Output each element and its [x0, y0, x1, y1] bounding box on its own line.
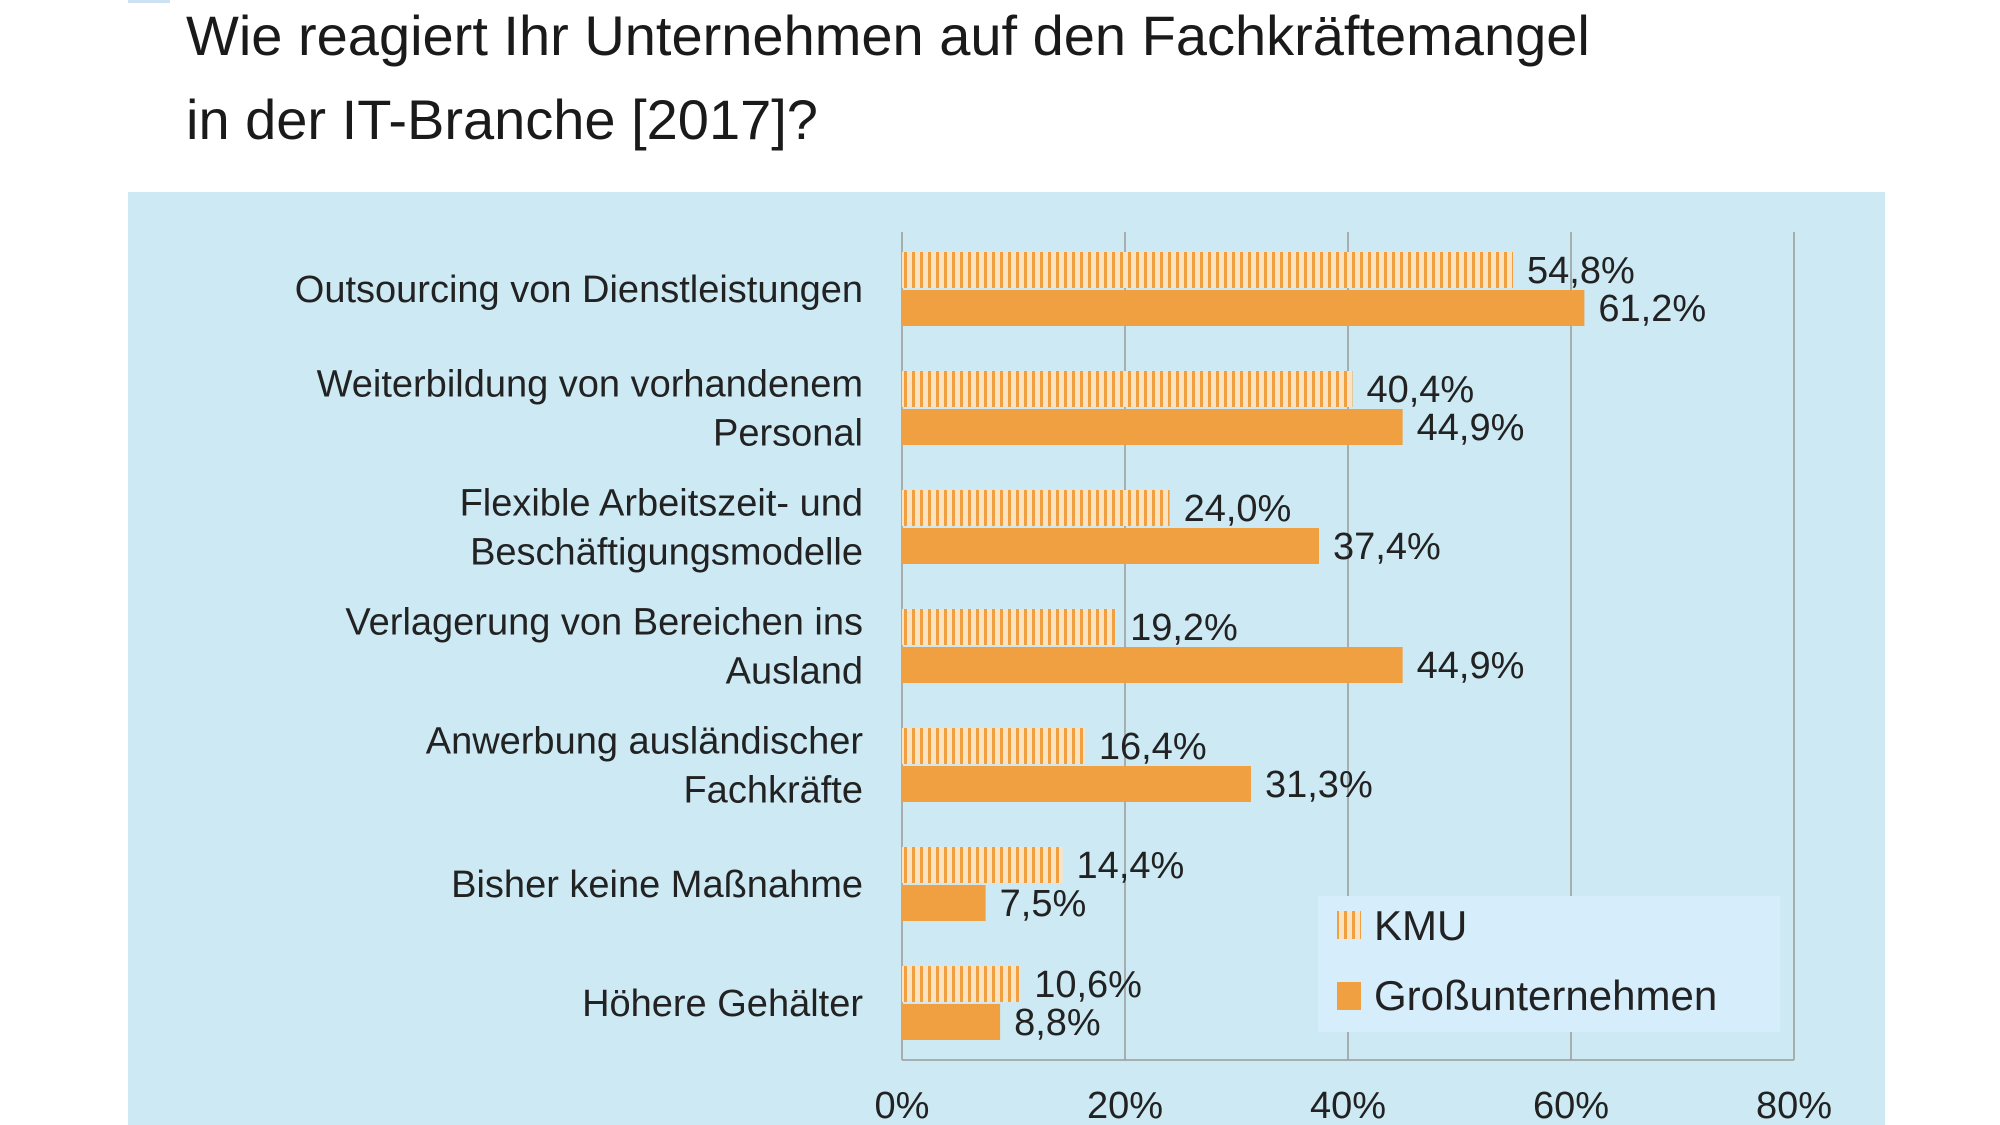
- kmu-data-label-0: 54,8%: [1527, 250, 1635, 292]
- grossunternehmen-data-label-3: 44,9%: [1417, 645, 1525, 687]
- kmu-data-label-1: 40,4%: [1366, 369, 1474, 411]
- bars: 54,8%61,2%40,4%44,9%24,0%37,4%19,2%44,9%…: [902, 250, 1706, 1044]
- kmu-data-label-2: 24,0%: [1184, 488, 1292, 530]
- kmu-bar-0: [902, 252, 1514, 288]
- category-label-0: Outsourcing von Dienstleistungen: [295, 269, 863, 311]
- grossunternehmen-data-label-1: 44,9%: [1417, 407, 1525, 449]
- x-tick-label-0: 0%: [875, 1085, 930, 1125]
- grossunternehmen-data-label-0: 61,2%: [1598, 288, 1706, 330]
- kmu-bar-1: [902, 371, 1353, 407]
- category-label-3-line-1: Ausland: [726, 651, 863, 693]
- legend-swatch-grossunternehmen: [1337, 982, 1361, 1010]
- category-label-2-line-0: Flexible Arbeitszeit- und: [460, 483, 863, 525]
- category-label-5: Bisher keine Maßnahme: [451, 864, 863, 906]
- grossunternehmen-bar-2: [902, 528, 1320, 564]
- chart-title-line-2: in der IT-Branche [2017]?: [186, 88, 818, 151]
- kmu-bar-3: [902, 609, 1117, 645]
- grossunternehmen-bar-0: [902, 290, 1585, 326]
- legend: KMU Großunternehmen: [1318, 896, 1780, 1032]
- grossunternehmen-bar-5: [902, 885, 986, 921]
- legend-swatch-kmu: [1337, 911, 1361, 939]
- grossunternehmen-data-label-6: 8,8%: [1014, 1002, 1101, 1044]
- kmu-bar-2: [902, 490, 1170, 526]
- grossunternehmen-data-label-4: 31,3%: [1265, 764, 1373, 806]
- grossunternehmen-data-label-2: 37,4%: [1333, 526, 1441, 568]
- legend-label-grossunternehmen: Großunternehmen: [1374, 972, 1717, 1019]
- kmu-data-label-3: 19,2%: [1130, 607, 1238, 649]
- kmu-data-label-5: 14,4%: [1077, 845, 1185, 887]
- category-label-3-line-0: Verlagerung von Bereichen ins: [345, 602, 863, 644]
- chart-title-line-1: Wie reagiert Ihr Unternehmen auf den Fac…: [186, 4, 1590, 67]
- category-label-6: Höhere Gehälter: [582, 983, 863, 1025]
- corner-accent: [128, 0, 170, 3]
- grossunternehmen-data-label-5: 7,5%: [1000, 883, 1087, 925]
- kmu-data-label-4: 16,4%: [1099, 726, 1207, 768]
- legend-label-kmu: KMU: [1374, 902, 1467, 949]
- category-label-4-line-0: Anwerbung ausländischer: [426, 721, 864, 763]
- chart-title: Wie reagiert Ihr Unternehmen auf den Fac…: [186, 0, 1946, 162]
- x-tick-label-20: 20%: [1087, 1085, 1163, 1125]
- x-tick-label-80: 80%: [1756, 1085, 1832, 1125]
- kmu-bar-4: [902, 728, 1085, 764]
- x-tick-label-40: 40%: [1310, 1085, 1386, 1125]
- kmu-bar-5: [902, 847, 1063, 883]
- category-label-1-line-0: Weiterbildung von vorhandenem: [317, 364, 863, 406]
- kmu-data-label-6: 10,6%: [1034, 964, 1142, 1006]
- grossunternehmen-bar-6: [902, 1004, 1001, 1040]
- category-labels: Outsourcing von Dienstleistungen Weiterbi…: [295, 269, 864, 1025]
- grossunternehmen-bar-3: [902, 647, 1403, 683]
- category-label-2-line-1: Beschäftigungsmodelle: [470, 532, 863, 574]
- category-label-4-line-1: Fachkräfte: [683, 770, 863, 812]
- legend-box: [1318, 896, 1780, 1032]
- category-label-1-line-1: Personal: [713, 413, 863, 455]
- grossunternehmen-bar-4: [902, 766, 1251, 802]
- kmu-bar-6: [902, 966, 1021, 1002]
- x-tick-labels: 0% 20% 40% 60% 80%: [875, 1085, 1832, 1125]
- grossunternehmen-bar-1: [902, 409, 1403, 445]
- x-tick-label-60: 60%: [1533, 1085, 1609, 1125]
